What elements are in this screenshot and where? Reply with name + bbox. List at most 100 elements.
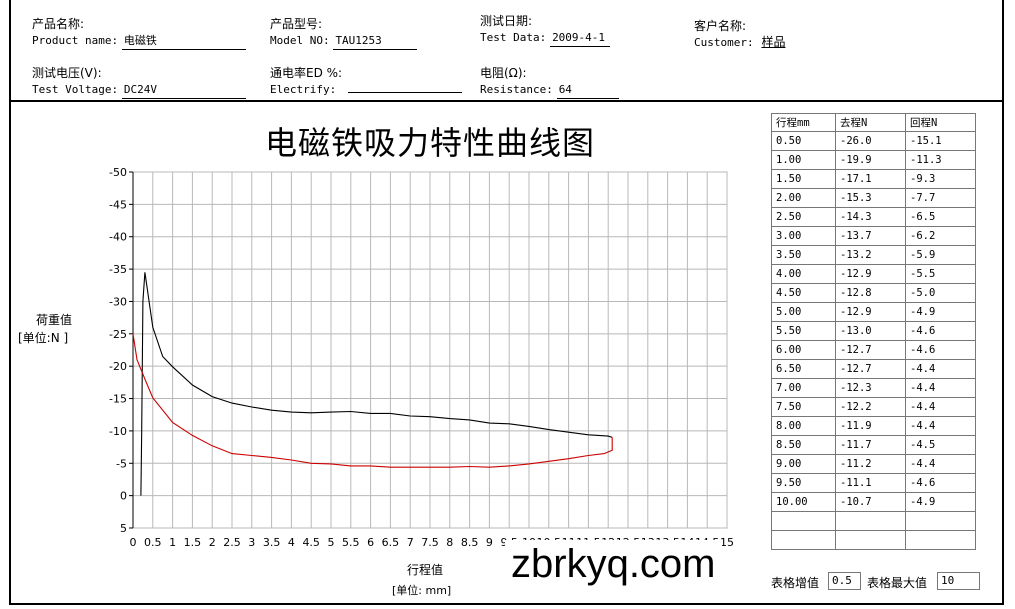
model-no-field: 产品型号: Model NO: TAU1253 — [270, 16, 418, 50]
table-row: 3.00 -13.7 -6.2 — [771, 226, 976, 246]
table-cell-forward: -12.8 — [835, 283, 906, 303]
table-cell-stroke: 10.00 — [771, 492, 836, 512]
customer-field: 客户名称: Customer: 样品 — [694, 18, 785, 51]
test-date-field: 测试日期: Test Data: 2009-4-1 — [480, 13, 611, 47]
table-cell-return: -6.5 — [905, 207, 976, 227]
table-cell-forward: -12.2 — [835, 397, 906, 417]
table-step-label: 表格增值 — [771, 576, 820, 590]
table-row: 7.50 -12.2 -4.4 — [771, 397, 976, 417]
table-row: 7.00 -12.3 -4.4 — [771, 378, 976, 398]
table-max-input[interactable]: 10 — [937, 572, 980, 590]
table-cell-stroke: 4.50 — [771, 283, 836, 303]
table-cell-return: -4.4 — [905, 397, 976, 417]
table-cell-stroke — [771, 530, 836, 550]
table-cell-return — [905, 511, 976, 531]
table-row — [771, 511, 976, 531]
table-cell-stroke: 2.50 — [771, 207, 836, 227]
table-step-input[interactable]: 0.5 — [828, 572, 861, 590]
resistance-value: 64 — [556, 82, 619, 99]
table-cell-forward: -10.7 — [835, 492, 906, 512]
y-axis-label: 荷重值 — [36, 313, 73, 327]
table-cell-return: -15.1 — [905, 131, 976, 151]
table-cell-return: -4.4 — [905, 416, 976, 436]
electrify-field: 通电率ED %: Electrify: — [270, 65, 463, 98]
table-cell-stroke — [771, 511, 836, 531]
body-frame — [9, 100, 1004, 605]
table-cell-forward: -19.9 — [835, 150, 906, 170]
table-cell-stroke: 9.00 — [771, 454, 836, 474]
table-cell-forward: -12.7 — [835, 359, 906, 379]
table-cell-forward: -14.3 — [835, 207, 906, 227]
table-row: 6.50 -12.7 -4.4 — [771, 359, 976, 379]
table-cell-stroke: 3.50 — [771, 245, 836, 265]
electrify-value — [348, 92, 463, 93]
table-cell-forward: -13.0 — [835, 321, 906, 341]
test-date-value: 2009-4-1 — [550, 30, 611, 47]
product-name-cn: 产品名称: — [32, 17, 85, 31]
table-cell-forward: -11.9 — [835, 416, 906, 436]
table-cell-forward: -12.3 — [835, 378, 906, 398]
table-cell-stroke: 5.50 — [771, 321, 836, 341]
resistance-field: 电阻(Ω): Resistance: 64 — [480, 65, 619, 99]
table-cell-forward: -12.7 — [835, 340, 906, 360]
table-cell-return: -5.9 — [905, 245, 976, 265]
resistance-cn: 电阻(Ω): — [480, 66, 527, 80]
table-cell-return: -4.4 — [905, 359, 976, 379]
table-cell-stroke: 8.00 — [771, 416, 836, 436]
model-no-value: TAU1253 — [333, 33, 418, 50]
table-row: 5.50 -13.0 -4.6 — [771, 321, 976, 341]
table-cell-stroke: 1.00 — [771, 150, 836, 170]
table-cell-return: -4.9 — [905, 302, 976, 322]
table-row: 4.00 -12.9 -5.5 — [771, 264, 976, 284]
electrify-en: Electrify: — [270, 83, 337, 96]
customer-en: Customer: — [694, 36, 754, 49]
customer-cn: 客户名称: — [694, 19, 747, 33]
chart-title: 电磁铁吸力特性曲线图 — [264, 124, 595, 162]
table-cell-forward: -12.9 — [835, 302, 906, 322]
table-cell-forward: -26.0 — [835, 131, 906, 151]
x-axis-label: 行程值 — [407, 563, 444, 577]
test-voltage-value: DC24V — [121, 82, 246, 99]
table-cell-forward: -13.2 — [835, 245, 906, 265]
table-cell-return: -4.6 — [905, 321, 976, 341]
table-cell-return: -4.6 — [905, 473, 976, 493]
table-row: 8.50 -11.7 -4.5 — [771, 435, 976, 455]
table-cell-forward: -11.2 — [835, 454, 906, 474]
table-cell-stroke: 2.00 — [771, 188, 836, 208]
table-cell-return: -7.7 — [905, 188, 976, 208]
table-cell-return: -6.2 — [905, 226, 976, 246]
table-row: 9.00 -11.2 -4.4 — [771, 454, 976, 474]
table-cell-return: -5.5 — [905, 264, 976, 284]
table-row — [771, 530, 976, 550]
electrify-cn: 通电率ED %: — [270, 66, 343, 80]
x-axis-unit: [单位: mm] — [392, 584, 452, 597]
table-row: 5.00 -12.9 -4.9 — [771, 302, 976, 322]
table-cell-forward: -13.7 — [835, 226, 906, 246]
model-no-en: Model NO: — [270, 34, 330, 47]
table-cell-forward: -17.1 — [835, 169, 906, 189]
model-no-cn: 产品型号: — [270, 17, 323, 31]
table-header-row: 行程mm 去程N 回程N — [771, 113, 976, 132]
table-cell-return: -4.5 — [905, 435, 976, 455]
table-row: 1.50 -17.1 -9.3 — [771, 169, 976, 189]
table-cell-forward: -15.3 — [835, 188, 906, 208]
header-frame — [9, 0, 1004, 102]
table-row: 2.50 -14.3 -6.5 — [771, 207, 976, 227]
resistance-en: Resistance: — [480, 83, 553, 96]
column-header-forward: 去程N — [835, 113, 906, 132]
table-cell-stroke: 6.00 — [771, 340, 836, 360]
test-date-cn: 测试日期: — [480, 14, 533, 28]
table-cell-stroke: 5.00 — [771, 302, 836, 322]
table-cell-return: -4.9 — [905, 492, 976, 512]
table-row: 4.50 -12.8 -5.0 — [771, 283, 976, 303]
table-cell-stroke: 7.00 — [771, 378, 836, 398]
table-cell-stroke: 4.00 — [771, 264, 836, 284]
table-row: 1.00 -19.9 -11.3 — [771, 150, 976, 170]
table-cell-return: -5.0 — [905, 283, 976, 303]
table-cell-return: -11.3 — [905, 150, 976, 170]
test-date-en: Test Data: — [480, 31, 547, 44]
product-name-value: 电磁铁 — [121, 33, 246, 50]
column-header-return: 回程N — [905, 113, 976, 132]
table-row: 9.50 -11.1 -4.6 — [771, 473, 976, 493]
test-voltage-en: Test Voltage: — [32, 83, 119, 96]
